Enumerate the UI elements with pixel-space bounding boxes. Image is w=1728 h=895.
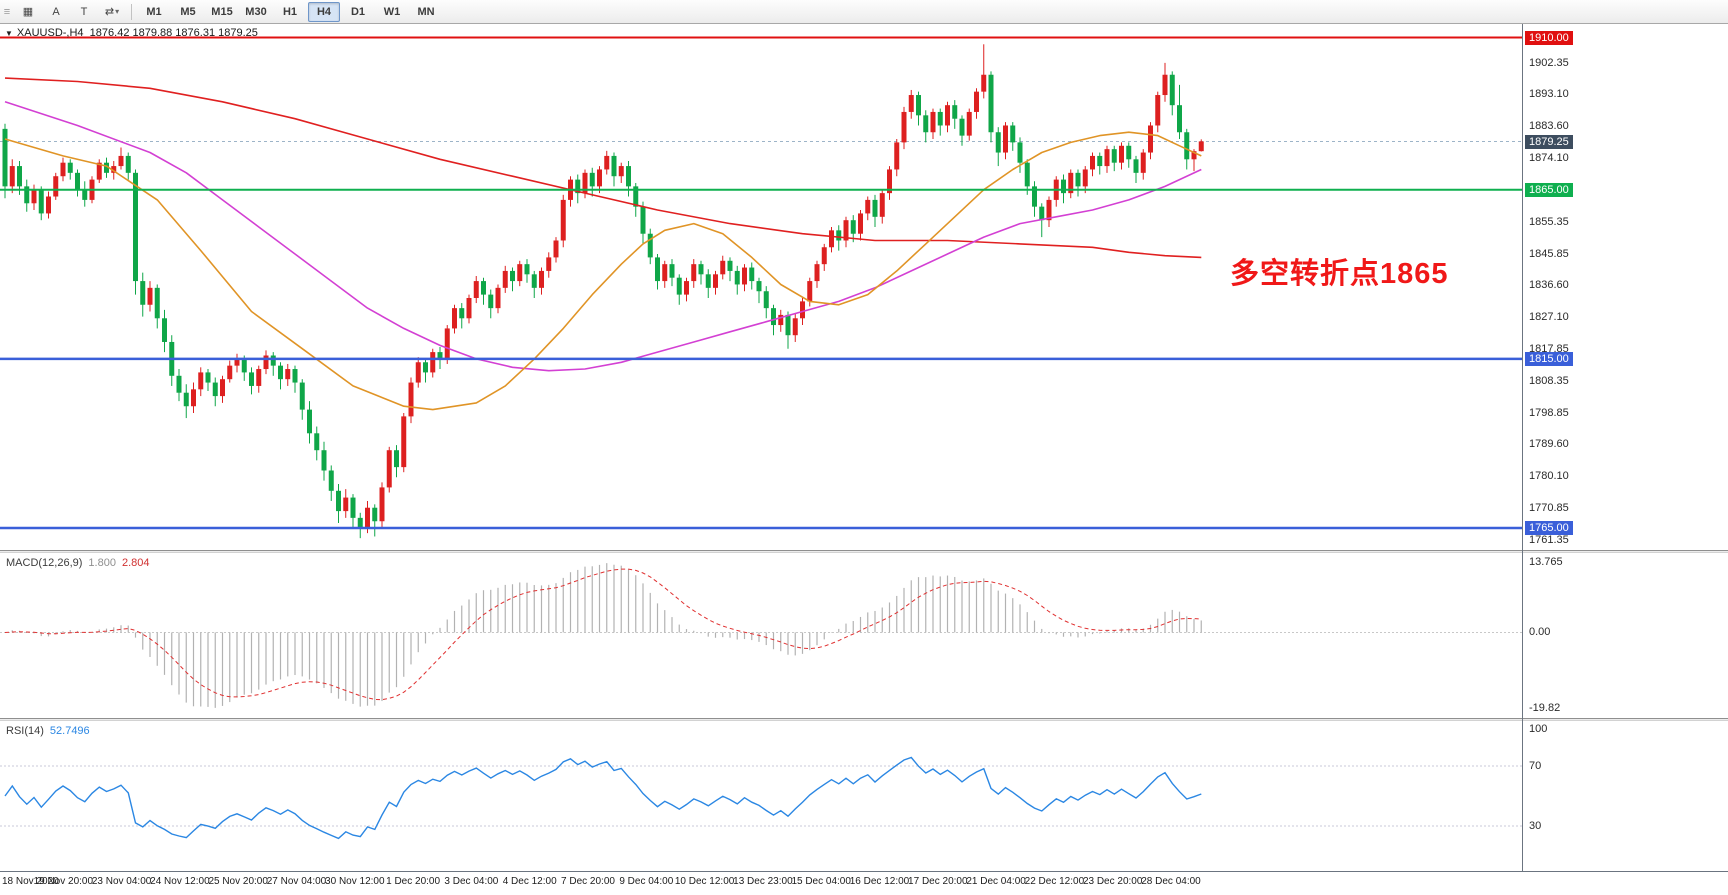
- time-axis-label: 7 Dec 20:00: [561, 876, 615, 887]
- time-axis[interactable]: 18 Nov 2020 19 Nov 20:00 23 Nov 04:00 24 No…: [0, 872, 1728, 895]
- price-tick-label: 1780.10: [1529, 470, 1569, 483]
- price-tick-label: 1874.10: [1529, 152, 1569, 165]
- price-tick-label: 1770.85: [1529, 501, 1569, 514]
- rsi-name: RSI(14): [6, 725, 44, 737]
- price-level-badge: 1765.00: [1525, 521, 1573, 535]
- macd-scale-min: -19.82: [1529, 702, 1561, 714]
- time-axis-label: 25 Nov 20:00: [208, 876, 268, 887]
- rsi-indicator-label: RSI(14) 52.7496: [6, 725, 90, 737]
- arrows-icon-button[interactable]: ⇄ ▾: [104, 6, 120, 18]
- ma-mid-magenta: [4, 101, 1202, 372]
- timeframe-w1-button[interactable]: W1: [383, 5, 401, 18]
- dropdown-caret-icon: ▾: [115, 7, 120, 16]
- price-tick-label: 1836.60: [1529, 279, 1569, 292]
- letter-a-icon-button[interactable]: A: [52, 5, 60, 18]
- time-axis-label: 27 Nov 04:00: [266, 876, 327, 887]
- text-tool-icon-button[interactable]: T: [80, 5, 88, 18]
- time-axis-label: 1 Dec 20:00: [386, 876, 441, 887]
- toolbar: ≡ ▦ A T ⇄ ▾ M1 M5 M15 M30 H1 H4 D1 W1 MN: [0, 0, 1728, 24]
- timeframe-m5-button[interactable]: M5: [180, 5, 196, 18]
- timeframe-h4-button[interactable]: H4: [308, 1, 340, 22]
- time-axis-border: [0, 871, 1728, 872]
- price-tick-label: 1789.60: [1529, 438, 1569, 451]
- price-tick-label: 1808.35: [1529, 374, 1569, 387]
- time-axis-label: 16 Dec 12:00: [849, 876, 910, 887]
- rsi-scale-100: 100: [1529, 723, 1548, 735]
- time-axis-label: 22 Dec 12:00: [1024, 876, 1085, 887]
- macd-scale-zero: 0.00: [1529, 626, 1551, 639]
- chart-annotation-text: 多空转折点1865: [1230, 258, 1449, 290]
- price-tick-label: 1827.10: [1529, 311, 1569, 324]
- macd-scale[interactable]: 13.765 0.00 -19.82: [1523, 0, 1728, 895]
- ma-fast-orange: [4, 131, 1202, 411]
- toolbar-divider: [131, 3, 132, 20]
- toolbar-icon-group: ▦ A T ⇄ ▾: [14, 2, 126, 22]
- timeframe-m15-button[interactable]: M15: [211, 5, 233, 18]
- price-scale-border: [1522, 24, 1523, 871]
- ohlc-readout: 1876.42 1879.88 1876.31 1879.25: [89, 27, 258, 39]
- time-axis-label: 4 Dec 12:00: [502, 876, 557, 887]
- price-level-badge: 1815.00: [1525, 351, 1573, 366]
- timeframe-mn-button[interactable]: MN: [417, 5, 435, 18]
- price-tick-label: 1883.60: [1529, 120, 1569, 133]
- price-tick-label: 1902.35: [1529, 56, 1569, 69]
- price-tick-label: 1798.85: [1529, 407, 1569, 419]
- time-axis-label: 23 Nov 04:00: [91, 876, 152, 887]
- macd-signal-line: [4, 568, 1202, 701]
- macd-histogram: [11, 563, 1202, 708]
- time-axis-label: 13 Dec 23:00: [733, 876, 793, 887]
- rsi-line: [4, 756, 1202, 840]
- candlesticks: [2, 44, 1204, 539]
- price-scale[interactable]: 1902.35 1893.10 1883.60 1874.10 1855.35 1845.…: [1523, 0, 1728, 895]
- toolbar-grip-icon[interactable]: ≡: [3, 5, 11, 18]
- price-tick-label: 1761.35: [1529, 533, 1569, 546]
- rsi-scale-70: 70: [1529, 760, 1542, 772]
- macd-scale-max: 13.765: [1529, 556, 1563, 568]
- macd-signal-value: 2.804: [121, 557, 150, 569]
- chart-title: ▼ XAUUSD-,H4 1876.42 1879.88 1876.31 1879…: [5, 27, 258, 39]
- time-axis-label: 21 Dec 04:00: [966, 876, 1026, 887]
- ma-slow-red: [4, 77, 1202, 259]
- time-axis-label: 15 Dec 04:00: [791, 876, 851, 887]
- macd-main-value: 1.800: [88, 557, 116, 569]
- time-axis-label: 17 Dec 20:00: [908, 876, 968, 887]
- rsi-value: 52.7496: [49, 725, 90, 737]
- time-axis-label: 18 Nov 2020: [2, 876, 59, 887]
- macd-name: MACD(12,26,9): [6, 557, 83, 569]
- time-axis-label: 19 Nov 20:00: [33, 876, 94, 887]
- time-axis-label: 10 Dec 12:00: [674, 876, 735, 887]
- timeframe-m1-button[interactable]: M1: [146, 5, 162, 18]
- price-tick-label: 1817.85: [1529, 342, 1569, 355]
- time-axis-label: 23 Dec 20:00: [1082, 876, 1143, 887]
- time-axis-label: 3 Dec 04:00: [444, 876, 499, 887]
- panel-separator-macd[interactable]: [0, 550, 1728, 553]
- title-triangle-icon[interactable]: ▼: [5, 29, 13, 38]
- current-price-badge: 1879.25: [1525, 134, 1573, 149]
- timeframe-d1-button[interactable]: D1: [350, 5, 366, 18]
- rsi-scale[interactable]: 100 70 30: [1523, 0, 1728, 895]
- time-axis-label: 28 Dec 04:00: [1141, 876, 1201, 887]
- panel-separator-rsi[interactable]: [0, 718, 1728, 721]
- time-axis-label: 30 Nov 12:00: [325, 876, 385, 887]
- rsi-scale-30: 30: [1529, 820, 1542, 832]
- timeframe-button-group: M1 M5 M15 M30 H1 H4 D1 W1 MN: [137, 1, 443, 22]
- symbol-period-label: XAUUSD-,H4: [16, 27, 84, 39]
- timeframe-m30-button[interactable]: M30: [245, 5, 267, 18]
- price-tick-label: 1893.10: [1529, 88, 1569, 101]
- price-level-badge: 1865.00: [1525, 182, 1573, 197]
- timeframe-h1-button[interactable]: H1: [282, 5, 298, 18]
- time-axis-label: 9 Dec 04:00: [619, 876, 674, 887]
- grid-icon-button[interactable]: ▦: [22, 6, 34, 18]
- macd-indicator-label: MACD(12,26,9) 1.800 2.804: [6, 557, 149, 569]
- time-axis-label: 24 Nov 12:00: [150, 876, 210, 887]
- price-tick-label: 1845.85: [1529, 248, 1569, 261]
- price-tick-label: 1855.35: [1529, 215, 1569, 228]
- price-level-badge: 1910.00: [1525, 30, 1573, 45]
